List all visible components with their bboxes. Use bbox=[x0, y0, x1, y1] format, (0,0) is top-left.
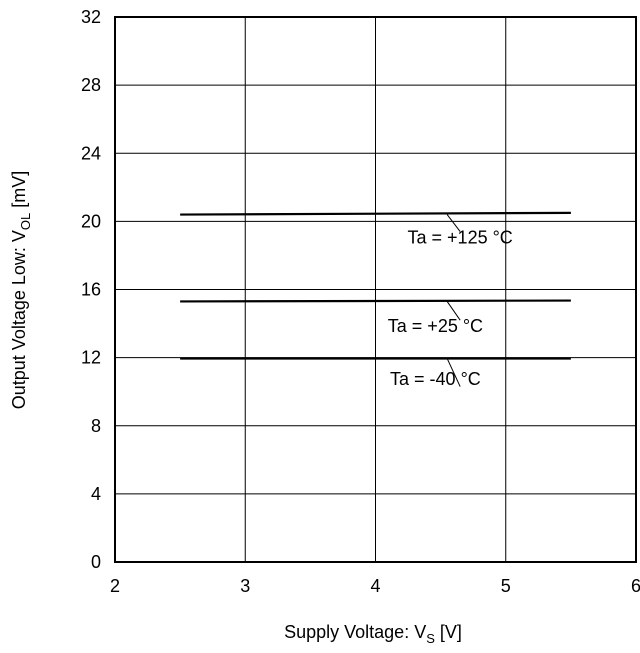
grid bbox=[115, 17, 636, 562]
y-axis-label: Output Voltage Low: VOL [mV] bbox=[9, 171, 33, 409]
y-tick-label: 32 bbox=[81, 7, 101, 27]
x-tick-label: 5 bbox=[501, 576, 511, 596]
plot-frame bbox=[114, 16, 637, 563]
series-annotation: Ta = -40 °C bbox=[390, 369, 481, 389]
x-tick-labels: 2 3 4 5 6 bbox=[110, 576, 640, 596]
y-tick-labels: 0 4 8 12 16 20 24 28 32 bbox=[81, 7, 101, 572]
series-line bbox=[180, 299, 571, 303]
annotation-leader bbox=[446, 358, 461, 387]
x-tick-label: 4 bbox=[370, 576, 380, 596]
y-tick-label: 12 bbox=[81, 348, 101, 368]
series-line bbox=[180, 211, 571, 216]
y-tick-label: 16 bbox=[81, 280, 101, 300]
annotation-leader bbox=[446, 301, 461, 321]
x-axis-label: Supply Voltage: VS [V] bbox=[284, 622, 462, 646]
series-annotations: Ta = +125 °C Ta = +25 °C Ta = -40 °C bbox=[388, 214, 513, 389]
series-annotation: Ta = +25 °C bbox=[388, 316, 483, 336]
y-tick-label: 20 bbox=[81, 211, 101, 231]
x-tick-label: 3 bbox=[240, 576, 250, 596]
x-tick-label: 6 bbox=[631, 576, 640, 596]
y-tick-label: 24 bbox=[81, 143, 101, 163]
y-tick-label: 8 bbox=[91, 416, 101, 436]
y-tick-label: 28 bbox=[81, 75, 101, 95]
x-tick-label: 2 bbox=[110, 576, 120, 596]
series-lines bbox=[180, 211, 571, 360]
y-tick-label: 4 bbox=[91, 484, 101, 504]
series-annotation: Ta = +125 °C bbox=[408, 228, 513, 248]
annotation-leader bbox=[446, 214, 461, 232]
y-tick-label: 0 bbox=[91, 552, 101, 572]
